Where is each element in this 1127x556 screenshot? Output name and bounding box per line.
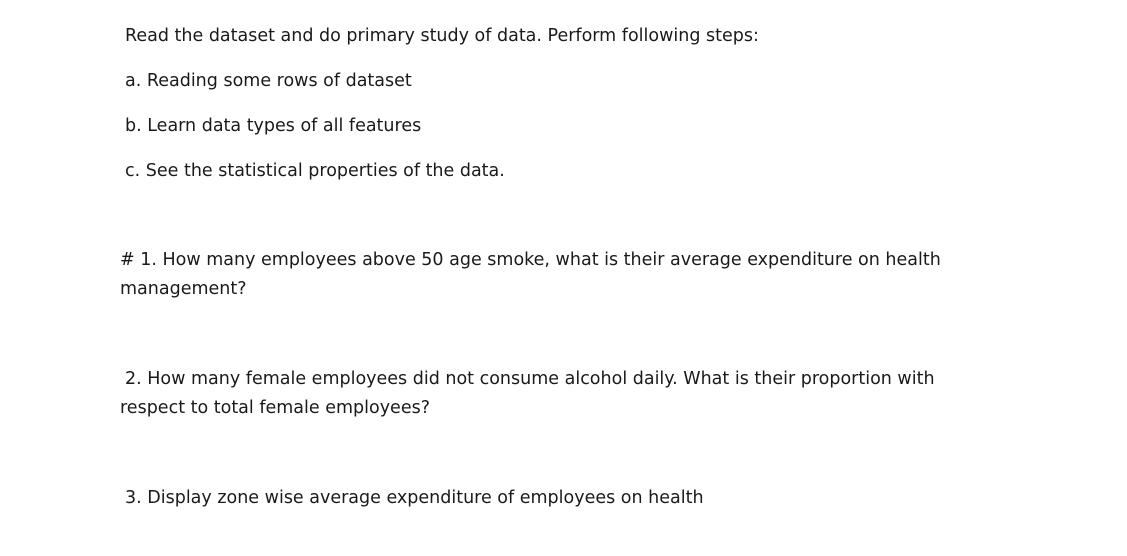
- question-2-line-1: 2. How many female employees did not con…: [125, 369, 935, 389]
- question-1-line-1: # 1. How many employees above 50 age smo…: [120, 250, 941, 270]
- step-c: c. See the statistical properties of the…: [125, 161, 505, 181]
- question-3-line-1: 3. Display zone wise average expenditure…: [125, 488, 704, 508]
- question-1-line-2: management?: [120, 279, 247, 299]
- step-b: b. Learn data types of all features: [125, 116, 422, 136]
- step-a: a. Reading some rows of dataset: [125, 71, 412, 91]
- question-2-line-2: respect to total female employees?: [120, 398, 431, 418]
- intro-text: Read the dataset and do primary study of…: [125, 26, 759, 46]
